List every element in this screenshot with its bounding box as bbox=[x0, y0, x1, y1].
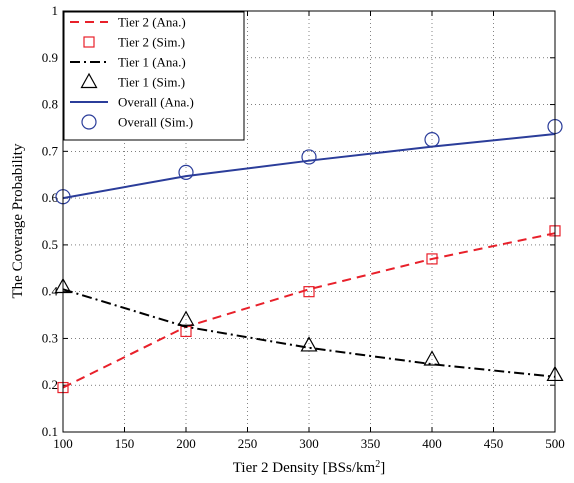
series-0 bbox=[63, 233, 555, 387]
data-point-circle bbox=[302, 150, 316, 164]
y-tick-label: 0.3 bbox=[42, 330, 58, 345]
y-tick-label: 1 bbox=[52, 3, 59, 18]
y-tick-label: 0.7 bbox=[42, 143, 59, 158]
legend-label: Tier 1 (Sim.) bbox=[118, 75, 185, 90]
legend-label: Overall (Sim.) bbox=[118, 115, 193, 130]
x-tick-label: 500 bbox=[545, 436, 565, 451]
x-tick-label: 250 bbox=[238, 436, 258, 451]
x-tick-label: 400 bbox=[422, 436, 442, 451]
y-tick-label: 0.1 bbox=[42, 424, 58, 439]
y-tick-label: 0.5 bbox=[42, 237, 58, 252]
legend-label: Tier 2 (Sim.) bbox=[118, 35, 185, 50]
y-axis-label: The Coverage Probability bbox=[10, 143, 26, 298]
legend-label: Overall (Ana.) bbox=[118, 95, 194, 110]
x-tick-label: 450 bbox=[484, 436, 504, 451]
x-tick-label: 300 bbox=[299, 436, 319, 451]
y-tick-label: 0.2 bbox=[42, 377, 58, 392]
x-tick-label: 350 bbox=[361, 436, 381, 451]
x-axis-label-tail: ] bbox=[380, 460, 385, 476]
data-point-triangle bbox=[425, 351, 440, 365]
x-axis-label-main: Tier 2 Density [BSs/km bbox=[233, 460, 376, 476]
y-tick-label: 0.9 bbox=[42, 50, 58, 65]
x-tick-label: 200 bbox=[176, 436, 196, 451]
x-tick-label: 150 bbox=[115, 436, 135, 451]
legend: Tier 2 (Ana.) Tier 2 (Sim.) Tier 1 (Ana.) T… bbox=[64, 12, 244, 140]
series-3 bbox=[56, 279, 563, 380]
x-axis-label: Tier 2 Density [BSs/km2] bbox=[233, 459, 385, 477]
legend-label: Tier 1 (Ana.) bbox=[118, 55, 186, 70]
series-line bbox=[63, 233, 555, 387]
legend-label: Tier 2 (Ana.) bbox=[118, 15, 186, 30]
y-tick-label: 0.8 bbox=[42, 97, 58, 112]
